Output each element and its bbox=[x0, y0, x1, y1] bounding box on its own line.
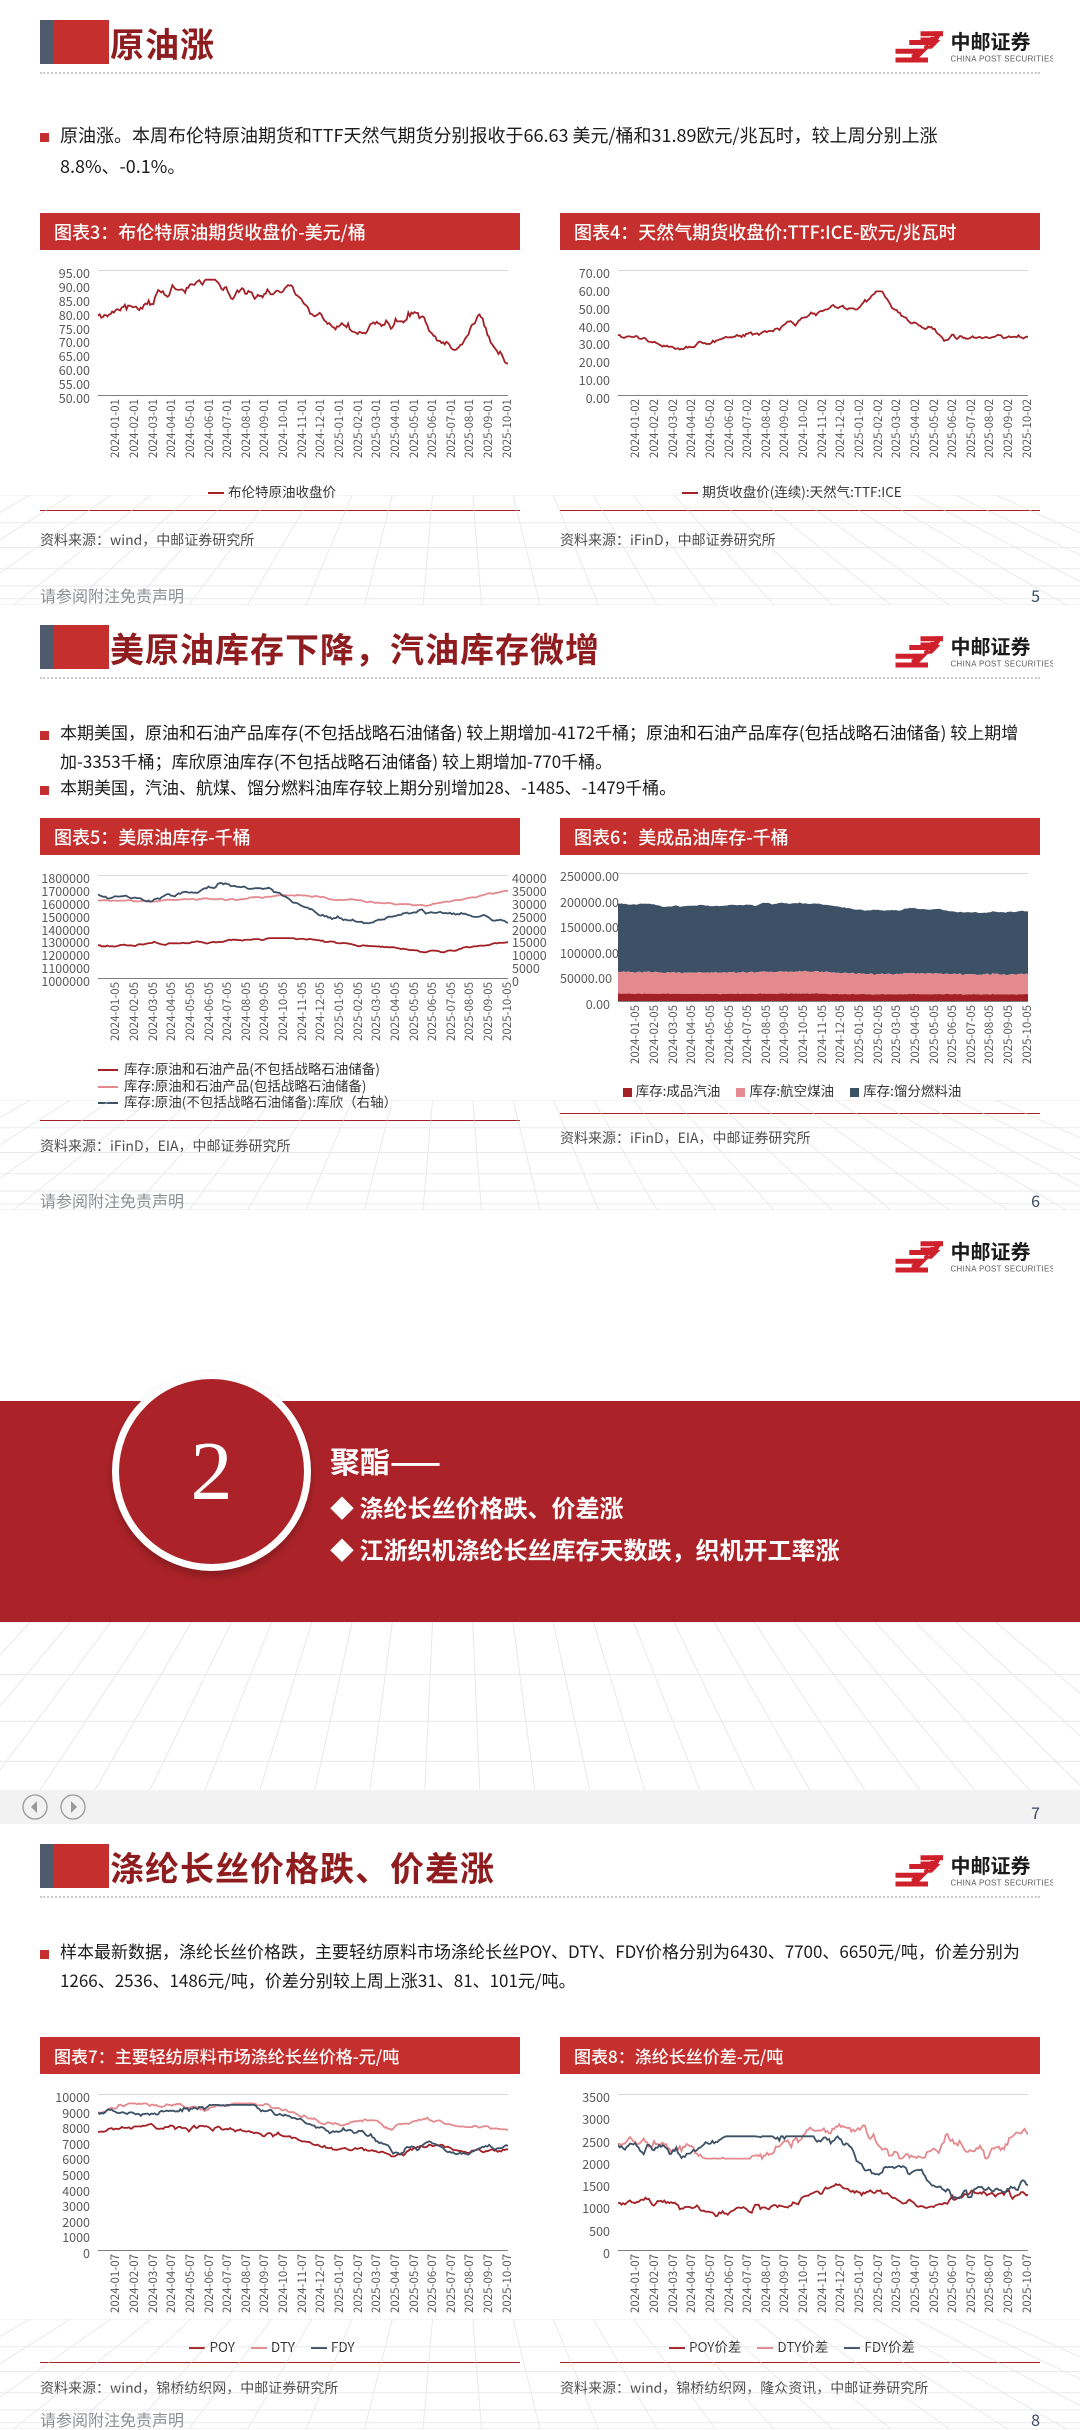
svg-text:中邮证券: 中邮证券 bbox=[951, 631, 1031, 660]
svg-text:CHINA POST SECURITIES: CHINA POST SECURITIES bbox=[951, 1264, 1054, 1273]
svg-text:中邮证券: 中邮证券 bbox=[951, 1850, 1031, 1879]
svg-text:CHINA POST SECURITIES: CHINA POST SECURITIES bbox=[951, 659, 1054, 668]
svg-text:中邮证券: 中邮证券 bbox=[951, 26, 1031, 55]
svg-text:中邮证券: 中邮证券 bbox=[951, 1236, 1031, 1265]
svg-text:CHINA POST SECURITIES: CHINA POST SECURITIES bbox=[951, 54, 1054, 63]
svg-text:CHINA POST SECURITIES: CHINA POST SECURITIES bbox=[951, 1878, 1054, 1887]
